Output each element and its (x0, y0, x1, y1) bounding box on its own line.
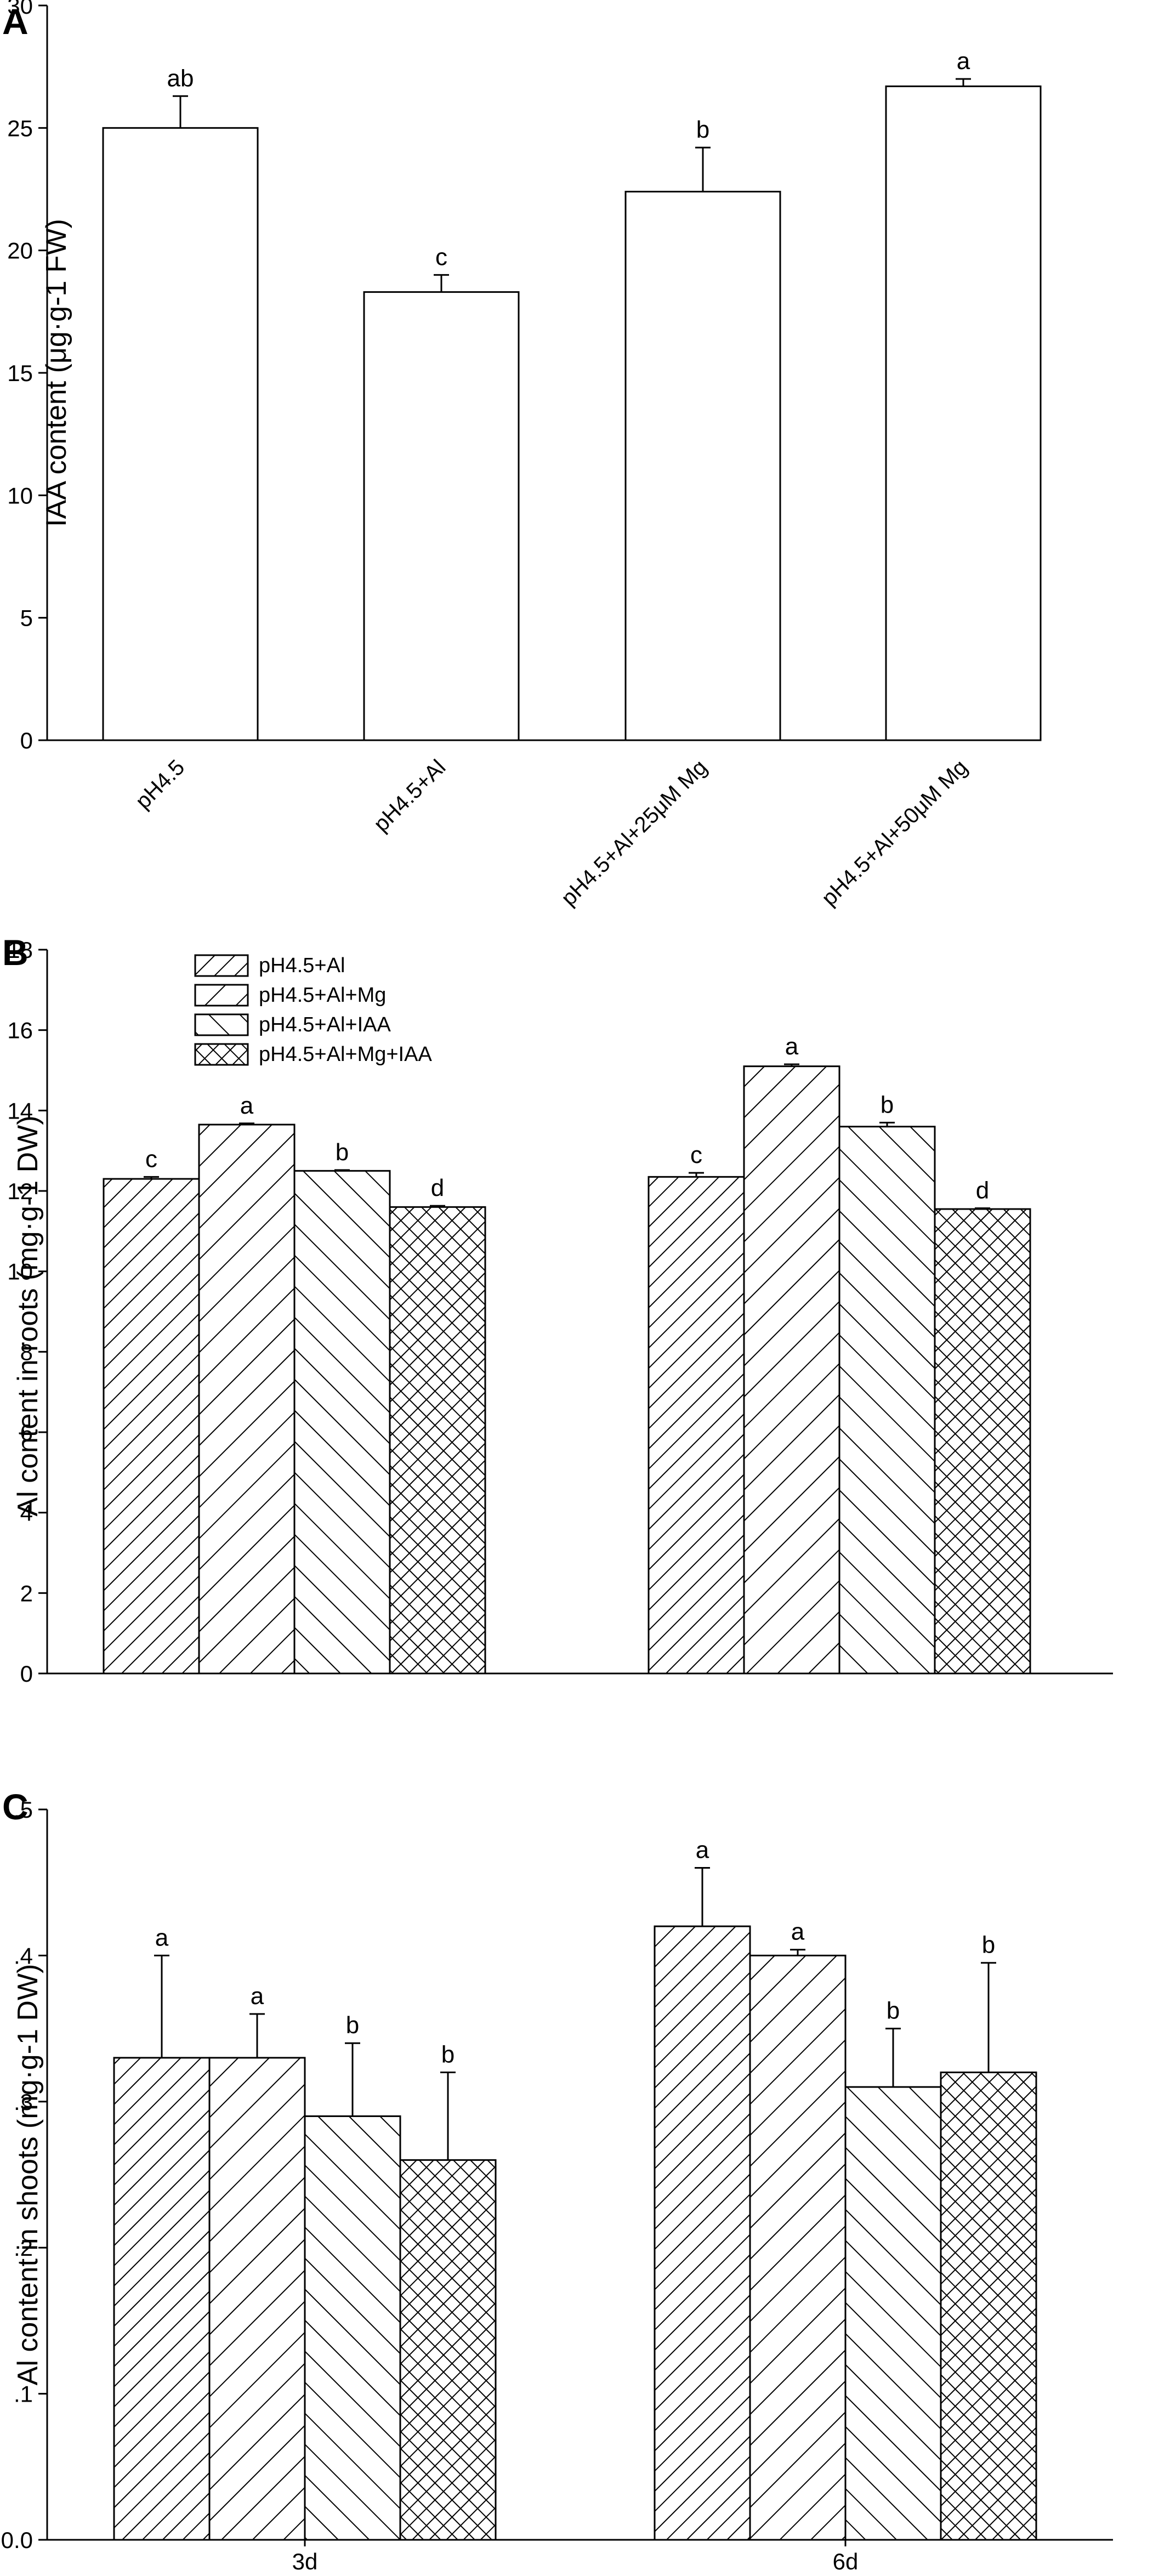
panel-b-ylabel: Al content in roots (mg·g-1 DW) (12, 1115, 44, 1516)
significance-label: a (696, 1837, 709, 1864)
panel-a-chart: A IAA content (μg·g-1 FW) 051015202530pH… (2, 0, 1042, 910)
legend-swatch (194, 984, 249, 1007)
bar-ph4-5-al-iaa: pH4.5+Al+IAA 3d: 0.29 (304, 2115, 401, 2541)
bar-ph4-5-al-iaa: pH4.5+Al+IAA 3d: 12.5 (293, 1170, 391, 1675)
significance-label: b (346, 2012, 359, 2039)
significance-label: ab (167, 65, 194, 92)
bar-ph4-5-al-iaa: pH4.5+Al+IAA 6d: 13.6 (838, 1126, 936, 1675)
significance-label: a (155, 1924, 169, 1951)
legend-label: pH4.5+Al+IAA (259, 1013, 391, 1036)
panel-b-chart: B Al content in roots (mg·g-1 DW) 0 2 4 6 8 1… (2, 932, 1113, 1687)
y-tick-label: 15 (7, 360, 33, 386)
significance-label: b (887, 1998, 900, 2024)
significance-label: a (791, 1919, 805, 1945)
significance-label: c (690, 1142, 702, 1168)
significance-label: b (441, 2041, 455, 2068)
significance-label: b (696, 116, 709, 143)
y-tick-label: 14 (7, 1098, 33, 1124)
significance-label: d (431, 1174, 444, 1201)
significance-label: a (240, 1092, 254, 1119)
bar-ph4-5-al: pH4.5+Al 3d: 12.3 (103, 1178, 200, 1675)
x-tick-label: pH4.5+Al (369, 755, 450, 836)
y-tick-label: 20 (7, 238, 33, 264)
bar-ph4-5-al-iaa: pH4.5+Al+IAA 6d: 0.31 (844, 2086, 942, 2541)
legend-swatch (194, 1013, 249, 1036)
bar-value: pH4.5: 25 (102, 127, 259, 741)
panel-c-ylabel: Al content in shoots (mg·g-1 DW) (12, 1964, 44, 2386)
legend-label: pH4.5+Al (259, 954, 345, 977)
bar-ph4-5-al: pH4.5+Al 6d: 0.42 (654, 1925, 751, 2541)
significance-label: b (982, 1932, 995, 1959)
y-tick-label: 10 (7, 1259, 33, 1285)
significance-label: a (957, 48, 970, 75)
bar-value: pH4.5+Al+50μM Mg: 26.7 (885, 85, 1042, 741)
significance-label: a (785, 1033, 799, 1060)
legend-label: pH4.5+Al+Mg (259, 984, 386, 1007)
x-tick-label: pH4.5+Al+50μM Mg (817, 755, 972, 910)
y-tick-label: 30 (7, 0, 33, 19)
y-tick-label: .4 (14, 1943, 33, 1968)
legend-label: pH4.5+Al+Mg+IAA (259, 1043, 432, 1066)
y-tick-label: 2 (20, 1580, 33, 1606)
bar-ph4-5-al-mg: pH4.5+Al+Mg 6d: 15.1 (743, 1065, 840, 1675)
x-tick-label: 6d (833, 2549, 859, 2574)
y-tick-label: .1 (14, 2381, 33, 2407)
bar-ph4-5-al-mg-iaa: pH4.5+Al+Mg+IAA 6d: 0.32 (940, 2072, 1037, 2541)
y-tick-label: 0 (20, 728, 33, 753)
bar-ph4-5-al-mg: pH4.5+Al+Mg 6d: 0.4 (749, 1954, 847, 2541)
significance-label: c (435, 243, 447, 270)
bar-ph4-5-al-mg: pH4.5+Al+Mg 3d: 0.33 (208, 2057, 306, 2541)
y-tick-label: .5 (14, 1797, 33, 1823)
y-tick-label: 16 (7, 1018, 33, 1043)
x-tick-label: 3d (292, 2549, 318, 2574)
y-tick-label: 6 (20, 1420, 33, 1445)
y-tick-label: 5 (20, 605, 33, 631)
significance-label: d (976, 1177, 989, 1204)
bar-ph4-5-al-mg-iaa: pH4.5+Al+Mg+IAA 3d: 0.26 (399, 2159, 497, 2541)
panel-c-chart: C Al content in shoots (mg·g-1 DW) 0.0 .1… (1, 1786, 1113, 2574)
y-tick-label: .3 (14, 2089, 33, 2115)
y-tick-label: 12 (7, 1178, 33, 1204)
bar-ph4-5-al: pH4.5+Al 3d: 0.33 (113, 2057, 211, 2541)
panel-c-letter: C (2, 1786, 29, 1827)
significance-label: c (145, 1145, 157, 1172)
legend-swatch (194, 954, 249, 977)
y-tick-label: .2 (14, 2235, 33, 2261)
bar-ph4-5-al: pH4.5+Al 6d: 12.35 (648, 1176, 745, 1675)
significance-label: b (336, 1139, 349, 1166)
panel-b-letter: B (2, 932, 29, 973)
y-tick-label: 0.0 (1, 2527, 33, 2553)
bar-value: pH4.5+Al+25μM Mg: 22.4 (624, 190, 781, 741)
bar-ph4-5-al-mg: pH4.5+Al+Mg 3d: 13.65 (198, 1124, 296, 1675)
legend-swatch (194, 1043, 249, 1066)
bar-ph4-5-al-mg-iaa: pH4.5+Al+Mg+IAA 6d: 11.55 (934, 1208, 1031, 1675)
x-tick-label: pH4.5+Al+25μM Mg (556, 755, 712, 910)
x-tick-label: pH4.5 (131, 755, 190, 814)
y-tick-label: 25 (7, 115, 33, 141)
y-tick-label: 18 (7, 937, 33, 963)
y-tick-label: 0 (20, 1661, 33, 1687)
panel-a-letter: A (2, 1, 29, 42)
y-tick-label: 4 (20, 1500, 33, 1526)
bar-value: pH4.5+Al: 18.3 (363, 291, 520, 741)
y-tick-label: 10 (7, 483, 33, 508)
y-tick-label: 8 (20, 1339, 33, 1365)
significance-label: a (251, 1983, 264, 2010)
bar-ph4-5-al-mg-iaa: pH4.5+Al+Mg+IAA 3d: 11.6 (389, 1206, 486, 1675)
significance-label: b (881, 1091, 894, 1118)
